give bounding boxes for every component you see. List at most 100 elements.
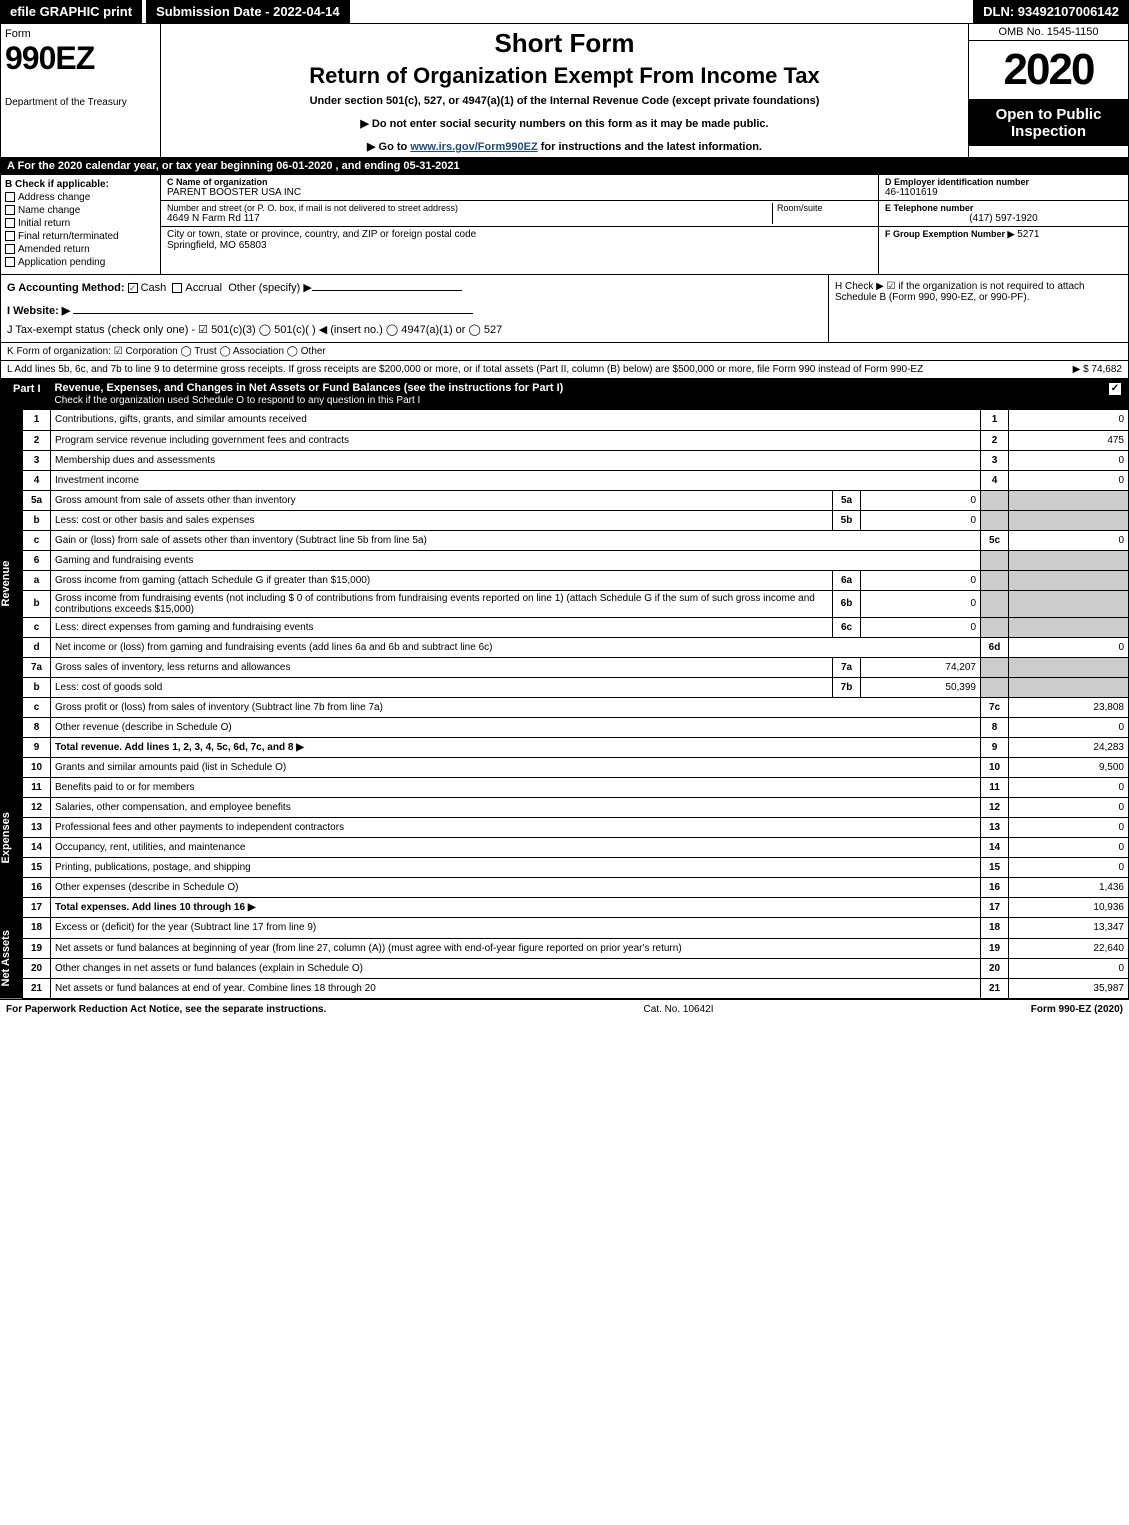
line-description: Gross amount from sale of assets other t…: [51, 490, 833, 510]
table-row: bLess: cost of goods sold7b50,399: [23, 677, 1129, 697]
right-line-value: 35,987: [1009, 978, 1129, 998]
accounting-label: G Accounting Method:: [7, 282, 125, 294]
chk-label: Name change: [18, 205, 80, 216]
right-line-value: 10,936: [1009, 898, 1129, 918]
line-description: Gross profit or (loss) from sales of inv…: [51, 697, 981, 717]
right-line-number: 12: [981, 798, 1009, 818]
right-line-value: 1,436: [1009, 878, 1129, 898]
mid-line-number: 6a: [833, 570, 861, 590]
line-number: 3: [23, 450, 51, 470]
group-label: F Group Exemption Number ▶: [885, 229, 1014, 239]
line-description: Gross income from gaming (attach Schedul…: [51, 570, 833, 590]
chk-name-change[interactable]: Name change: [5, 205, 156, 216]
right-line-number: [981, 510, 1009, 530]
line-description: Gross income from fundraising events (no…: [51, 590, 833, 617]
right-line-number: 7c: [981, 697, 1009, 717]
line-description: Occupancy, rent, utilities, and maintena…: [51, 838, 981, 858]
netassets-section: Net Assets 18Excess or (deficit) for the…: [0, 918, 1129, 999]
table-row: 2Program service revenue including gover…: [23, 430, 1129, 450]
row-g: G Accounting Method: Cash Accrual Other …: [1, 275, 828, 342]
mid-line-number: 6b: [833, 590, 861, 617]
other-specify-field[interactable]: [312, 290, 462, 291]
org-city-cell: City or town, state or province, country…: [161, 227, 878, 253]
line-number: 19: [23, 938, 51, 958]
line-description: Printing, publications, postage, and shi…: [51, 858, 981, 878]
line-number: c: [23, 617, 51, 637]
chk-accrual[interactable]: [172, 283, 182, 293]
line-description: Net assets or fund balances at end of ye…: [51, 978, 981, 998]
table-row: cLess: direct expenses from gaming and f…: [23, 617, 1129, 637]
line-number: c: [23, 530, 51, 550]
header-center: Short Form Return of Organization Exempt…: [161, 24, 968, 157]
efile-print-button[interactable]: efile GRAPHIC print: [0, 0, 142, 23]
chk-label: Amended return: [18, 244, 90, 255]
chk-cash[interactable]: [128, 283, 138, 293]
right-line-number: [981, 550, 1009, 570]
line-description: Excess or (deficit) for the year (Subtra…: [51, 918, 981, 938]
form-label: Form: [5, 28, 156, 40]
expenses-section: Expenses 10Grants and similar amounts pa…: [0, 758, 1129, 919]
top-bar: efile GRAPHIC print Submission Date - 20…: [0, 0, 1129, 23]
irs-link[interactable]: www.irs.gov/Form990EZ: [410, 141, 537, 153]
info-block: B Check if applicable: Address change Na…: [0, 175, 1129, 275]
group-value: 5271: [1017, 229, 1039, 240]
line-number: 16: [23, 878, 51, 898]
right-line-value: 0: [1009, 470, 1129, 490]
line-number: 15: [23, 858, 51, 878]
line-number: 1: [23, 410, 51, 430]
line-number: b: [23, 590, 51, 617]
tel-label: E Telephone number: [885, 203, 1122, 213]
ein-value: 46-1101619: [885, 187, 1122, 198]
expenses-side-label: Expenses: [0, 758, 22, 919]
right-line-number: [981, 677, 1009, 697]
right-line-number: 3: [981, 450, 1009, 470]
line-number: 6: [23, 550, 51, 570]
group-exemption-cell: F Group Exemption Number ▶ 5271: [879, 227, 1128, 242]
line-number: 5a: [23, 490, 51, 510]
chk-address-change[interactable]: Address change: [5, 192, 156, 203]
right-line-value: 9,500: [1009, 758, 1129, 778]
right-line-value: 0: [1009, 450, 1129, 470]
line-number: 4: [23, 470, 51, 490]
right-line-number: 5c: [981, 530, 1009, 550]
part1-checkbox[interactable]: ✓: [1108, 382, 1122, 396]
form-number: 990EZ: [5, 40, 156, 77]
chk-label: Application pending: [18, 257, 105, 268]
city-label: City or town, state or province, country…: [167, 229, 872, 240]
page-footer: For Paperwork Reduction Act Notice, see …: [0, 999, 1129, 1019]
line-number: 14: [23, 838, 51, 858]
header-right: OMB No. 1545-1150 2020 Open to Public In…: [968, 24, 1128, 157]
table-row: 3Membership dues and assessments30: [23, 450, 1129, 470]
right-line-number: 1: [981, 410, 1009, 430]
right-line-number: 13: [981, 818, 1009, 838]
mid-line-number: 7a: [833, 657, 861, 677]
website-field[interactable]: [73, 313, 473, 314]
table-row: 8Other revenue (describe in Schedule O)8…: [23, 717, 1129, 737]
other-label: Other (specify) ▶: [228, 282, 312, 294]
table-row: 10Grants and similar amounts paid (list …: [23, 758, 1129, 778]
table-row: 15Printing, publications, postage, and s…: [23, 858, 1129, 878]
right-line-value: 0: [1009, 717, 1129, 737]
chk-amended-return[interactable]: Amended return: [5, 244, 156, 255]
line-description: Other expenses (describe in Schedule O): [51, 878, 981, 898]
right-line-number: [981, 617, 1009, 637]
mid-line-value: 0: [861, 590, 981, 617]
footer-left: For Paperwork Reduction Act Notice, see …: [6, 1004, 326, 1015]
right-line-number: 19: [981, 938, 1009, 958]
right-line-number: [981, 490, 1009, 510]
chk-application-pending[interactable]: Application pending: [5, 257, 156, 268]
line-description: Membership dues and assessments: [51, 450, 981, 470]
dln-label: DLN: 93492107006142: [973, 0, 1129, 23]
chk-final-return[interactable]: Final return/terminated: [5, 231, 156, 242]
mid-line-value: 0: [861, 617, 981, 637]
table-row: 6Gaming and fundraising events: [23, 550, 1129, 570]
table-row: 5aGross amount from sale of assets other…: [23, 490, 1129, 510]
line-number: 20: [23, 958, 51, 978]
right-line-value: 0: [1009, 838, 1129, 858]
mid-line-value: 0: [861, 570, 981, 590]
line-description: Program service revenue including govern…: [51, 430, 981, 450]
right-line-value: 22,640: [1009, 938, 1129, 958]
right-line-value: 0: [1009, 637, 1129, 657]
table-row: 4Investment income40: [23, 470, 1129, 490]
chk-initial-return[interactable]: Initial return: [5, 218, 156, 229]
